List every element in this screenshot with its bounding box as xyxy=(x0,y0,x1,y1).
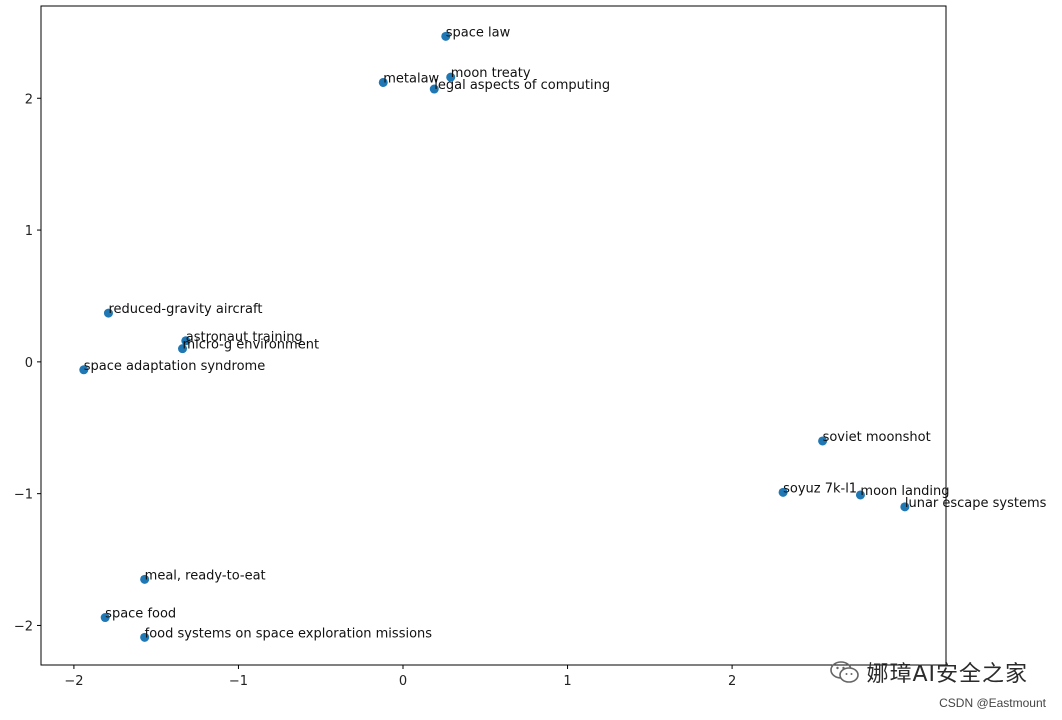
x-tick-label: 2 xyxy=(728,674,736,689)
data-point-label: lunar escape systems xyxy=(905,496,1047,511)
watermark: 娜璋AI安全之家 xyxy=(830,656,1028,688)
credit-text: CSDN @Eastmount xyxy=(939,696,1046,710)
x-tick-label: −1 xyxy=(229,674,248,689)
data-point-label: space law xyxy=(446,25,511,40)
data-point xyxy=(140,632,150,642)
data-point xyxy=(446,72,456,82)
data-point-label: space adaptation syndrome xyxy=(84,359,265,374)
data-point-label: soyuz 7k-l1 xyxy=(783,481,857,496)
data-point-label: moon treaty xyxy=(451,66,531,81)
data-point-label: moon landing xyxy=(860,484,949,499)
data-point-label: reduced-gravity aircraft xyxy=(108,302,262,317)
data-point-label: astronaut training xyxy=(186,330,303,345)
data-point xyxy=(900,502,910,512)
y-tick-label: 1 xyxy=(25,224,33,239)
wechat-icon xyxy=(830,661,860,683)
watermark-text: 娜璋AI安全之家 xyxy=(866,662,1028,687)
data-point-label: micro-g environment xyxy=(183,338,320,353)
x-tick-label: 1 xyxy=(563,674,571,689)
y-tick-label: −2 xyxy=(14,619,33,634)
plot-area xyxy=(40,5,947,666)
data-point-label: metalaw xyxy=(383,71,439,86)
data-point-label: food systems on space exploration missio… xyxy=(145,626,433,641)
data-point xyxy=(378,77,388,87)
data-point xyxy=(778,487,788,497)
data-point xyxy=(818,436,828,446)
data-points xyxy=(79,31,910,642)
data-point-label: meal, ready-to-eat xyxy=(145,568,266,583)
data-point xyxy=(100,613,110,623)
data-point-label: space food xyxy=(105,607,176,622)
data-point xyxy=(140,574,150,584)
data-point xyxy=(103,308,113,318)
x-tick-label: −2 xyxy=(64,674,83,689)
data-point xyxy=(441,31,451,41)
data-point xyxy=(181,336,191,346)
y-tick-label: −1 xyxy=(14,488,33,503)
data-point xyxy=(855,490,865,500)
y-tick-label: 2 xyxy=(25,92,33,107)
x-axis: −2 −1 0 1 2 xyxy=(64,665,736,689)
x-tick-label: 0 xyxy=(399,674,407,689)
data-point-label: soviet moonshot xyxy=(823,430,931,445)
data-point xyxy=(178,344,188,354)
y-axis: −2 −1 0 1 2 xyxy=(14,92,41,634)
data-point-label: legal aspects of computing xyxy=(434,78,610,93)
y-tick-label: 0 xyxy=(25,356,33,371)
data-point xyxy=(79,365,89,375)
data-point xyxy=(429,84,439,94)
